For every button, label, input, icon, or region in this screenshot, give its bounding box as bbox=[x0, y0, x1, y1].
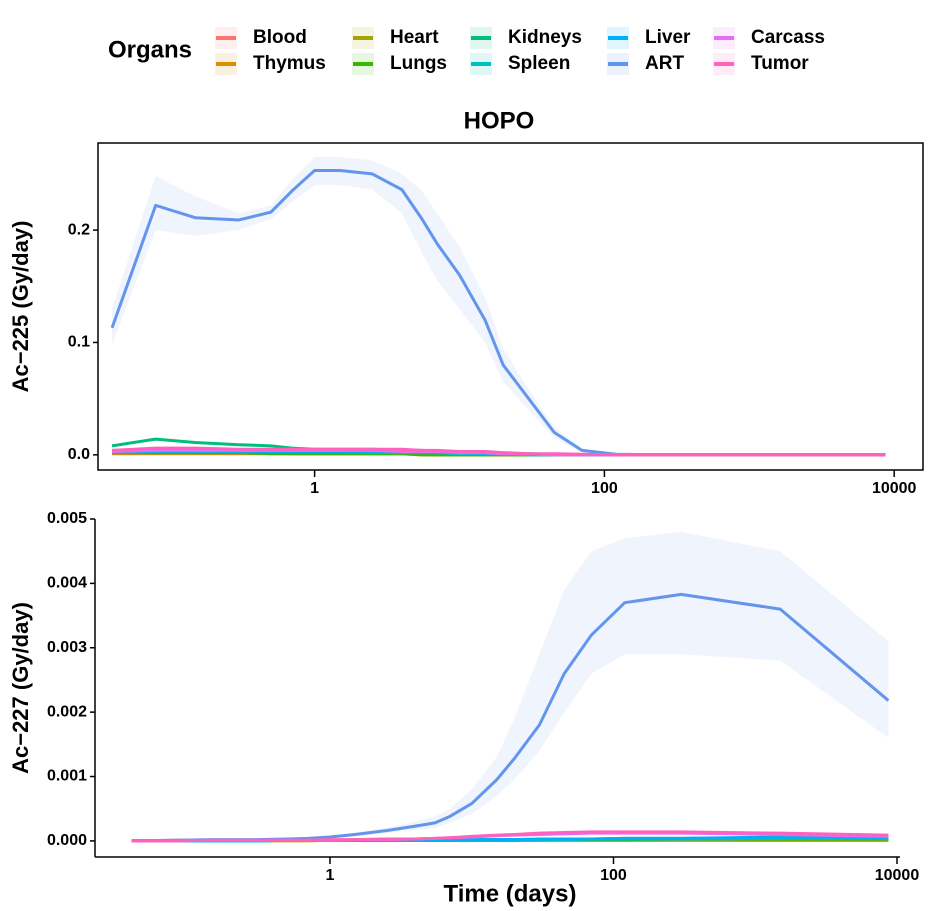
legend-label: Blood bbox=[253, 27, 307, 48]
y-tick-label: 0.0 bbox=[68, 446, 90, 463]
legend-label: Liver bbox=[645, 27, 691, 48]
x-tick-label: 100 bbox=[600, 867, 627, 884]
y-axis-label: Ac−225 (Gy/day) bbox=[8, 221, 33, 393]
legend-label: Carcass bbox=[751, 27, 825, 48]
legend-label: Spleen bbox=[508, 53, 570, 74]
y-tick-label: 0.001 bbox=[47, 768, 87, 785]
y-tick-label: 0.1 bbox=[68, 334, 90, 351]
x-tick-label: 10000 bbox=[875, 867, 920, 884]
x-tick-label: 10000 bbox=[872, 480, 917, 497]
legend-label: Thymus bbox=[253, 53, 326, 74]
series-line: Tumor bbox=[111, 446, 886, 457]
legend-label: Tumor bbox=[751, 53, 809, 74]
legend-label: ART bbox=[645, 53, 684, 74]
y-tick-label: 0.002 bbox=[47, 703, 87, 720]
y-tick-label: 0.003 bbox=[47, 639, 87, 656]
series-line: Tumor bbox=[131, 830, 889, 843]
y-tick-label: 0.004 bbox=[47, 575, 87, 592]
ribbon bbox=[112, 157, 886, 455]
legend-label: Lungs bbox=[390, 53, 447, 74]
y-axis-label: Ac−227 (Gy/day) bbox=[8, 602, 33, 774]
x-tick-label: 100 bbox=[591, 480, 618, 497]
y-tick-label: 0.000 bbox=[47, 832, 87, 849]
y-tick-label: 0.2 bbox=[68, 221, 90, 238]
legend-label: Kidneys bbox=[508, 27, 582, 48]
legend-title: Organs bbox=[108, 36, 192, 63]
ribbon bbox=[131, 531, 889, 841]
plot-frame bbox=[97, 142, 924, 471]
series-line: ART bbox=[110, 169, 886, 457]
y-tick-label: 0.005 bbox=[47, 510, 87, 527]
x-tick-label: 1 bbox=[326, 867, 335, 884]
x-axis-label: Time (days) bbox=[444, 880, 577, 907]
legend-label: Heart bbox=[390, 27, 439, 48]
chart-title: HOPO bbox=[464, 107, 535, 134]
x-tick-label: 1 bbox=[310, 480, 319, 497]
